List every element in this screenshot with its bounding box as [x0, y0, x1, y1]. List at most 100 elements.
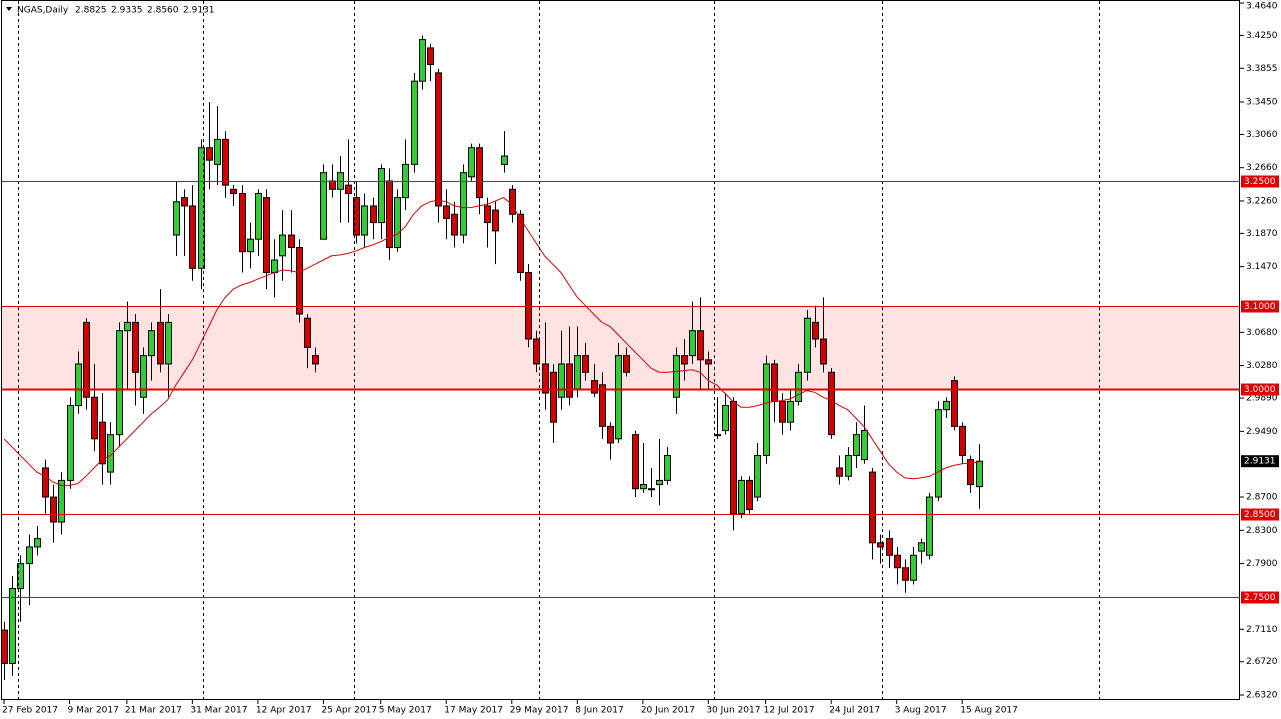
candle-body	[9, 588, 16, 664]
level-label: 3.2500	[1244, 177, 1276, 187]
candle-body	[648, 488, 655, 491]
candle-body	[460, 172, 467, 236]
level-label: 2.7500	[1244, 593, 1276, 603]
level-label: 3.0000	[1244, 385, 1276, 395]
x-tick-label: 15 Aug 2017	[960, 706, 1018, 716]
candle-body	[771, 363, 778, 402]
candle-body	[206, 147, 213, 161]
y-tick-label: 2.8300	[1246, 526, 1278, 536]
candle-body	[83, 321, 90, 398]
candle-body	[976, 460, 983, 488]
candle-body	[722, 405, 729, 432]
candle-body	[951, 380, 958, 427]
x-tick-label: 12 Jul 2017	[764, 706, 815, 716]
period-separators	[18, 1, 1100, 699]
x-tick-label: 31 Mar 2017	[190, 706, 247, 716]
candle-body	[476, 147, 483, 199]
candle-body	[451, 213, 458, 236]
candle-body	[247, 238, 254, 253]
candle-body	[558, 363, 565, 398]
candle-body	[165, 321, 172, 365]
y-tick-label: 3.0280	[1246, 361, 1278, 371]
candle-body	[255, 192, 262, 240]
x-tick-label: 29 May 2017	[510, 706, 569, 716]
candle-body	[779, 400, 786, 423]
candle-body	[337, 172, 344, 190]
candle-body	[902, 567, 909, 581]
candle-body	[632, 434, 639, 490]
candle-body	[124, 321, 131, 332]
candle-body	[132, 321, 139, 373]
candle-body	[296, 247, 303, 315]
x-tick-label: 30 Jun 2017	[706, 706, 760, 716]
y-tick-label: 2.8700	[1246, 493, 1278, 503]
candle-body	[574, 355, 581, 390]
candle-body	[943, 400, 950, 411]
y-tick-label: 3.3855	[1246, 64, 1278, 74]
candle-body	[894, 554, 901, 569]
candle-body	[689, 330, 696, 357]
x-tick-label: 21 Mar 2017	[125, 706, 182, 716]
candle-body	[17, 563, 24, 590]
y-tick-label: 3.4640	[1246, 2, 1278, 12]
y-tick-label: 3.2660	[1246, 163, 1278, 173]
last-price-box	[1241, 455, 1279, 468]
candle-body	[222, 138, 229, 186]
candle-body	[230, 188, 237, 194]
level-label-box	[1241, 300, 1279, 313]
candle-body	[582, 355, 589, 373]
candle-body	[173, 201, 180, 236]
header-value: 2.8560	[147, 6, 179, 16]
candle-body	[820, 338, 827, 365]
level-label: 3.1000	[1244, 302, 1276, 312]
candle-body	[312, 355, 319, 365]
header-value: 2.8825	[75, 6, 107, 16]
x-tick-label: 17 May 2017	[444, 706, 503, 716]
y-tick-label: 2.9490	[1246, 427, 1278, 437]
candle-body	[435, 72, 442, 207]
y-tick-label: 2.9890	[1246, 394, 1278, 404]
y-tick-label: 3.1870	[1246, 229, 1278, 239]
candle-body	[181, 197, 188, 207]
y-tick-label: 2.7110	[1246, 625, 1278, 635]
candle-body	[140, 355, 147, 398]
candle-body	[763, 363, 770, 456]
moving-average	[3, 197, 979, 486]
candle-body	[795, 371, 802, 402]
candle-body	[427, 47, 434, 66]
candle-body	[304, 317, 311, 348]
candle-body	[787, 400, 794, 423]
candle-body	[886, 538, 893, 556]
x-tick-label: 3 Aug 2017	[895, 706, 947, 716]
candle-body	[918, 542, 925, 552]
candle-body	[926, 496, 933, 556]
x-tick-label: 8 Jun 2017	[575, 706, 623, 716]
candle-body	[542, 363, 549, 394]
plot-border	[1, 0, 1240, 700]
candle-body	[746, 479, 753, 511]
candle-body	[828, 371, 835, 436]
candle-body	[279, 234, 286, 257]
candle-body	[910, 554, 917, 581]
candle-body	[615, 355, 622, 440]
candle-body	[67, 405, 74, 481]
chart-title: NGAS,Daily	[17, 6, 69, 16]
candle-body	[730, 400, 737, 515]
candle-body	[107, 434, 114, 473]
candle-body	[91, 396, 98, 440]
candle-body	[935, 409, 942, 498]
candle-body	[443, 205, 450, 219]
level-label: 2.8500	[1244, 510, 1276, 520]
candle-body	[345, 184, 352, 194]
candle-body	[591, 380, 598, 394]
last-price-label: 2.9131	[1244, 457, 1276, 467]
candle-body	[812, 321, 819, 340]
candle-body	[239, 192, 246, 253]
candle-body	[697, 330, 704, 361]
candle-body	[607, 425, 614, 444]
candle-body	[550, 371, 557, 423]
candle-body	[411, 80, 418, 165]
x-tick-label: 12 Apr 2017	[256, 706, 312, 716]
candle-body	[566, 363, 573, 398]
candle-body	[967, 459, 974, 486]
